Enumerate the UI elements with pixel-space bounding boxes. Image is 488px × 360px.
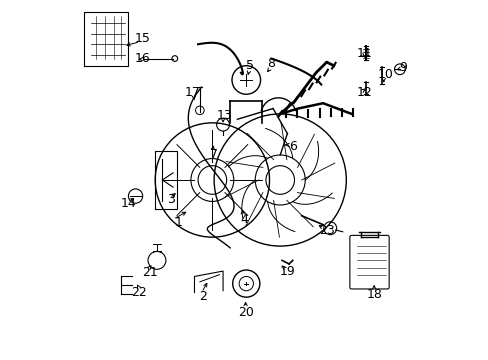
Text: 15: 15 bbox=[135, 32, 150, 45]
Text: 23: 23 bbox=[318, 224, 334, 237]
Text: 17: 17 bbox=[184, 86, 200, 99]
Text: 16: 16 bbox=[135, 52, 150, 65]
Text: 1: 1 bbox=[174, 216, 182, 229]
Text: 22: 22 bbox=[131, 286, 147, 299]
Text: 2: 2 bbox=[199, 289, 207, 303]
Text: 12: 12 bbox=[356, 86, 371, 99]
Text: 6: 6 bbox=[288, 140, 296, 153]
Text: 9: 9 bbox=[399, 61, 407, 74]
Text: 11: 11 bbox=[356, 47, 371, 60]
Text: 10: 10 bbox=[377, 68, 393, 81]
Text: 5: 5 bbox=[245, 59, 253, 72]
Text: 13: 13 bbox=[217, 109, 232, 122]
Text: 3: 3 bbox=[167, 193, 175, 206]
Text: 18: 18 bbox=[366, 288, 382, 301]
Text: 7: 7 bbox=[210, 148, 218, 162]
Text: 19: 19 bbox=[279, 265, 295, 278]
Text: 14: 14 bbox=[120, 197, 136, 210]
Text: 8: 8 bbox=[267, 57, 275, 71]
Text: 21: 21 bbox=[142, 266, 158, 279]
Text: 4: 4 bbox=[240, 213, 248, 226]
Text: 20: 20 bbox=[238, 306, 254, 319]
